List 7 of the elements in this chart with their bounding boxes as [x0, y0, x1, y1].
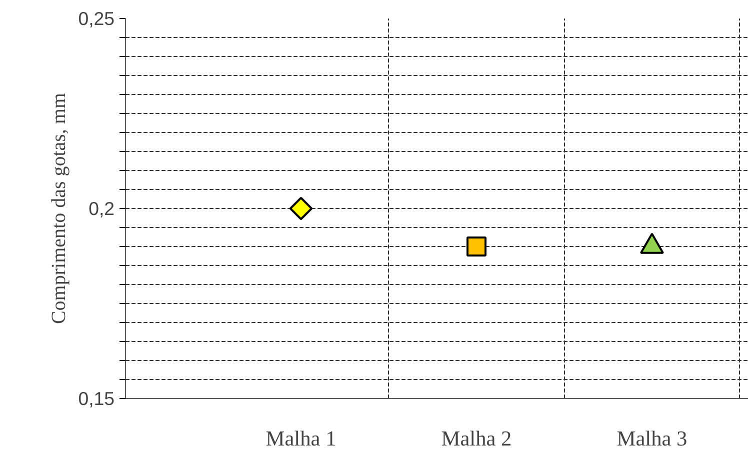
- y-tick-label: 0,15: [78, 388, 114, 409]
- x-tick-label: Malha 1: [266, 426, 336, 450]
- y-tick-label: 0,25: [78, 8, 114, 29]
- y-axis-title: Comprimento das gotas, mm: [48, 92, 70, 324]
- y-tick-label: 0,2: [88, 198, 115, 219]
- x-tick-label: Malha 2: [441, 426, 512, 450]
- x-tick-label: Malha 3: [616, 426, 688, 450]
